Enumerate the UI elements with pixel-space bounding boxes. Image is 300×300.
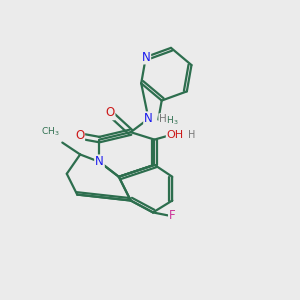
Text: CH$_3$: CH$_3$ [41,126,59,138]
Text: OH: OH [167,130,184,140]
Text: F: F [169,209,175,222]
Text: N: N [95,155,104,168]
Text: N: N [144,112,153,125]
Text: CH$_3$: CH$_3$ [160,115,178,127]
Text: O: O [75,129,84,142]
Text: O: O [105,106,115,119]
Text: N: N [142,50,150,64]
Text: H: H [159,114,167,124]
Text: H: H [188,130,195,140]
